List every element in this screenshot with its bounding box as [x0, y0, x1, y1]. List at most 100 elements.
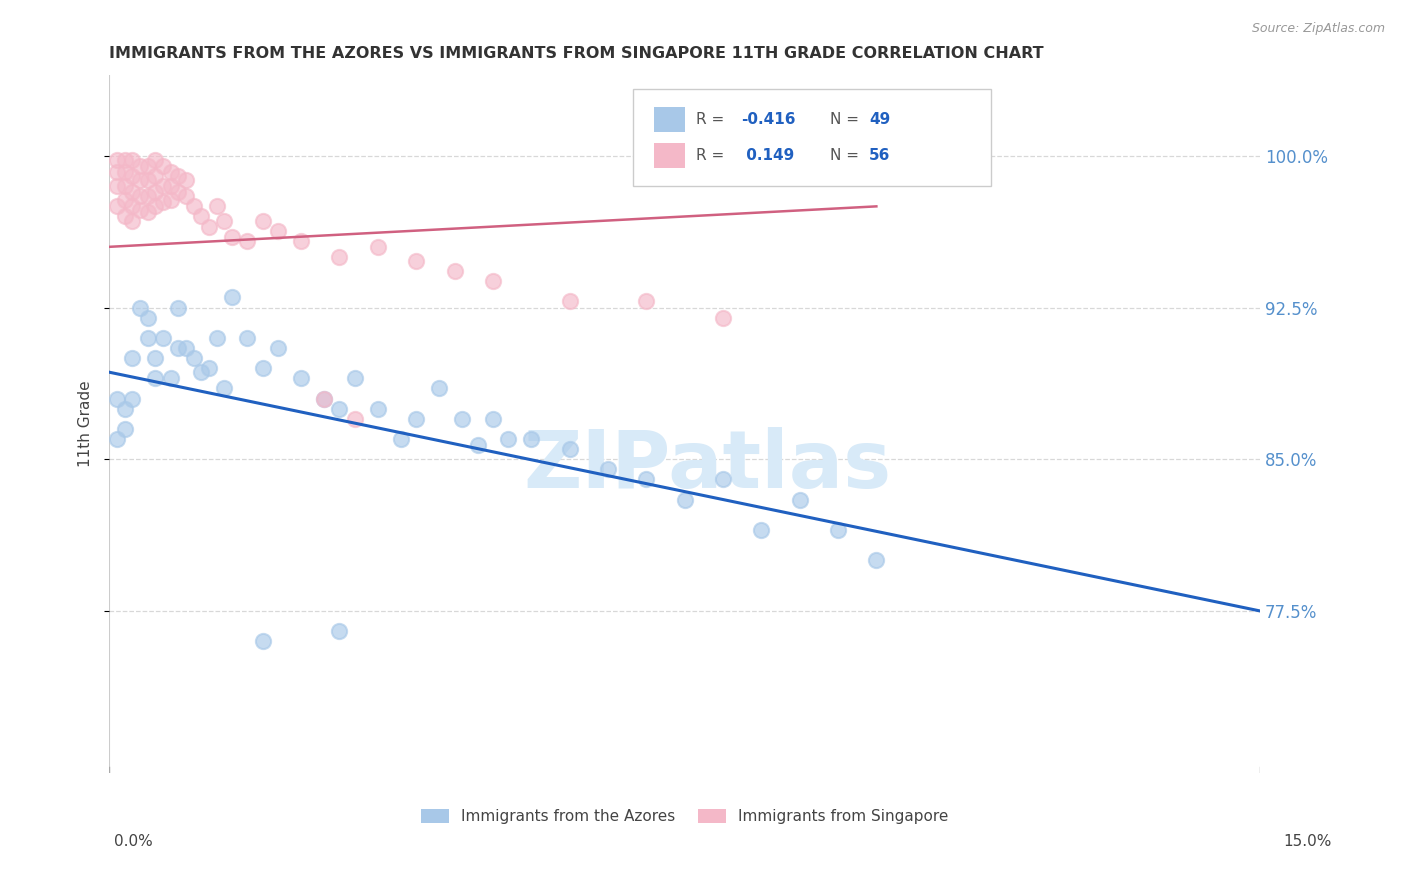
Point — [136, 310, 159, 325]
Point — [827, 523, 849, 537]
Point — [159, 165, 181, 179]
Point — [167, 169, 190, 183]
Point — [121, 199, 143, 213]
Point — [343, 411, 366, 425]
Point — [636, 294, 658, 309]
Point — [129, 159, 152, 173]
Point — [167, 341, 190, 355]
Point — [167, 185, 190, 199]
Text: -0.416: -0.416 — [741, 112, 796, 127]
Point — [482, 274, 505, 288]
Text: 56: 56 — [869, 148, 890, 162]
Point — [865, 553, 887, 567]
Point — [328, 401, 350, 416]
Point — [749, 523, 772, 537]
Point — [121, 185, 143, 199]
Text: 0.149: 0.149 — [741, 148, 794, 162]
Point — [267, 341, 290, 355]
Point — [221, 229, 243, 244]
Point — [121, 213, 143, 227]
Point — [221, 290, 243, 304]
Point — [427, 381, 450, 395]
Point — [482, 411, 505, 425]
Point — [214, 381, 236, 395]
Point — [129, 301, 152, 315]
Text: N =: N = — [830, 112, 863, 127]
Point — [467, 438, 489, 452]
Point — [105, 199, 128, 213]
Point — [152, 179, 174, 194]
Point — [152, 159, 174, 173]
Point — [136, 331, 159, 345]
Point — [105, 179, 128, 194]
Point — [205, 331, 228, 345]
Point — [252, 213, 274, 227]
Point — [252, 361, 274, 376]
Point — [596, 462, 619, 476]
Point — [520, 432, 543, 446]
Point — [152, 195, 174, 210]
Point — [673, 492, 696, 507]
Point — [114, 153, 136, 167]
Point — [314, 392, 336, 406]
Point — [236, 234, 259, 248]
Point — [145, 351, 167, 365]
Point — [636, 472, 658, 486]
Point — [405, 411, 427, 425]
Point — [367, 401, 389, 416]
Point — [121, 351, 143, 365]
Point — [405, 254, 427, 268]
Point — [159, 371, 181, 385]
Text: Source: ZipAtlas.com: Source: ZipAtlas.com — [1251, 22, 1385, 36]
Point — [159, 179, 181, 194]
Point — [198, 219, 221, 234]
Point — [267, 224, 290, 238]
Point — [129, 173, 152, 187]
Point — [558, 442, 581, 456]
Point — [145, 185, 167, 199]
Point — [145, 371, 167, 385]
Point — [343, 371, 366, 385]
Point — [328, 250, 350, 264]
Point — [114, 179, 136, 194]
Point — [190, 210, 212, 224]
Point — [711, 310, 734, 325]
Point — [145, 169, 167, 183]
Legend: Immigrants from the Azores, Immigrants from Singapore: Immigrants from the Azores, Immigrants f… — [422, 809, 948, 824]
Point — [558, 294, 581, 309]
Point — [145, 199, 167, 213]
Point — [198, 361, 221, 376]
Point — [789, 492, 811, 507]
Point — [167, 301, 190, 315]
Point — [290, 371, 312, 385]
Point — [121, 169, 143, 183]
Point — [136, 159, 159, 173]
Point — [136, 205, 159, 219]
Point — [252, 634, 274, 648]
Text: 15.0%: 15.0% — [1284, 834, 1331, 849]
Y-axis label: 11th Grade: 11th Grade — [79, 381, 93, 467]
Point — [114, 422, 136, 436]
Point — [205, 199, 228, 213]
Point — [328, 624, 350, 639]
Point — [174, 189, 197, 203]
Point — [121, 392, 143, 406]
Text: IMMIGRANTS FROM THE AZORES VS IMMIGRANTS FROM SINGAPORE 11TH GRADE CORRELATION C: IMMIGRANTS FROM THE AZORES VS IMMIGRANTS… — [110, 46, 1045, 62]
Point — [451, 411, 474, 425]
Point — [367, 240, 389, 254]
Point — [159, 194, 181, 208]
Point — [105, 432, 128, 446]
Point — [496, 432, 519, 446]
Point — [711, 472, 734, 486]
Point — [105, 392, 128, 406]
Point — [174, 173, 197, 187]
Point — [290, 234, 312, 248]
Point — [174, 341, 197, 355]
Point — [152, 331, 174, 345]
Point — [183, 199, 205, 213]
Point — [443, 264, 465, 278]
Point — [136, 189, 159, 203]
Point — [145, 153, 167, 167]
Text: 0.0%: 0.0% — [114, 834, 153, 849]
Point — [136, 173, 159, 187]
